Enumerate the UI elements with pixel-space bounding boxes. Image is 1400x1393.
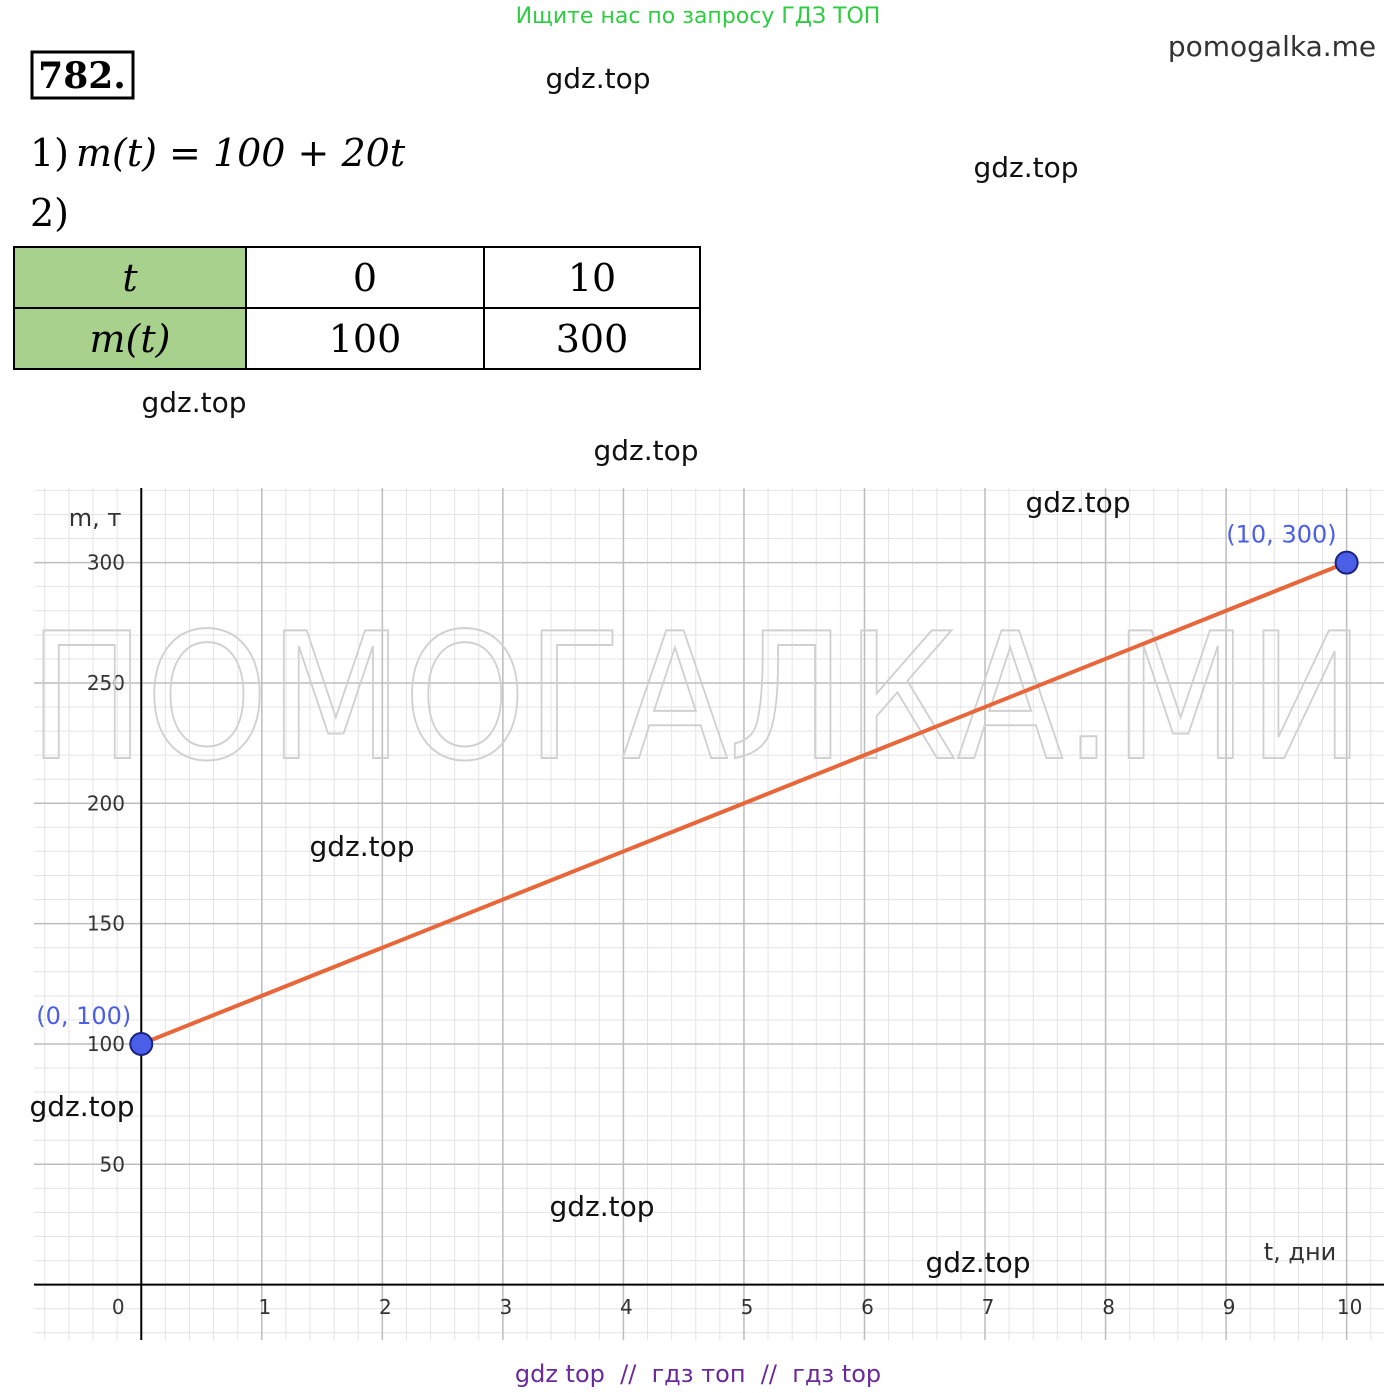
table-text: 10 xyxy=(568,256,616,300)
y-tick-label: 150 xyxy=(87,912,125,936)
chart: 0 1 2 3 4 5 6 7 8 9 10 50 100 150 200 250 300 ПОМОГАЛКА.М… xyxy=(27,488,1384,1340)
table-text: 300 xyxy=(556,317,629,361)
watermark: gdz.top xyxy=(593,434,698,467)
watermark: gdz.top xyxy=(549,1190,654,1223)
x-tick-label: 3 xyxy=(500,1295,513,1319)
watermark: gdz.top xyxy=(973,151,1078,184)
number: 782. xyxy=(38,55,126,97)
line xyxy=(140,560,1348,1046)
y-tick-label: 250 xyxy=(87,671,125,695)
point xyxy=(1334,550,1359,575)
table-cell xyxy=(245,307,485,370)
site: pomogalka.me xyxy=(1168,30,1376,63)
y-tick-label: 100 xyxy=(87,1032,125,1056)
watermark: gdz.top xyxy=(309,830,414,863)
x-tick-label: 9 xyxy=(1223,1295,1236,1319)
formula-label: 1) xyxy=(30,131,69,175)
x-tick-label: 5 xyxy=(741,1295,754,1319)
table-text: t xyxy=(122,256,138,300)
x-axis-label: t, дни xyxy=(1264,1238,1337,1266)
point xyxy=(129,1031,154,1056)
table-cell xyxy=(13,307,247,370)
x-tick-label: 8 xyxy=(1102,1295,1115,1319)
table-text: m(t) xyxy=(90,317,171,361)
watermark: gdz.top xyxy=(545,62,650,95)
table-text: 0 xyxy=(353,256,377,300)
y-axis-label: m, т xyxy=(69,504,122,532)
watermark: gdz.top xyxy=(141,386,246,419)
x-tick-label: 10 xyxy=(1337,1295,1362,1319)
table: t 0 10 m(t) 100 300 xyxy=(13,246,701,370)
number-box xyxy=(30,50,135,100)
banner: Ищите нас по запросу ГДЗ ТОП xyxy=(516,4,881,29)
footer: gdz top // гдз топ // гдз top xyxy=(515,1360,881,1388)
x-tick-label: 0 xyxy=(112,1295,125,1319)
point-label: (0, 100) xyxy=(36,1002,131,1030)
part-label: 2) xyxy=(30,191,69,235)
formula: m(t) = 100 + 20t xyxy=(76,131,406,175)
x-tick-label: 4 xyxy=(620,1295,633,1319)
table-text: 100 xyxy=(329,317,402,361)
y-tick-label: 50 xyxy=(100,1152,125,1176)
table-cell xyxy=(483,307,701,370)
table-cell xyxy=(245,246,485,309)
watermark: gdz.top xyxy=(925,1246,1030,1279)
y-tick-label: 300 xyxy=(87,551,125,575)
point-label: (10, 300) xyxy=(1226,521,1336,549)
y-tick-label: 200 xyxy=(87,791,125,815)
watermark: gdz.top xyxy=(1025,486,1130,519)
x-tick-label: 7 xyxy=(982,1295,995,1319)
table-cell xyxy=(483,246,701,309)
x-tick-label: 6 xyxy=(861,1295,874,1319)
big-watermark: ПОМОГАЛКА.МИ xyxy=(28,597,1365,800)
x-tick-label: 2 xyxy=(379,1295,392,1319)
watermark: gdz.top xyxy=(29,1090,134,1123)
x-tick-label: 1 xyxy=(258,1295,271,1319)
